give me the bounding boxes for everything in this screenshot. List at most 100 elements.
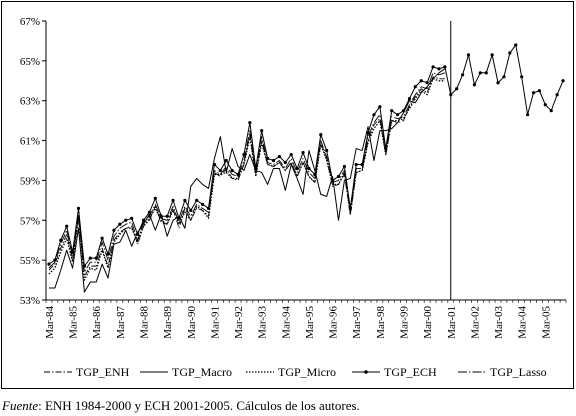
y-tick-label: 63% xyxy=(20,96,40,108)
y-tick-label: 61% xyxy=(20,136,40,148)
data-point-tgp-ech xyxy=(472,83,477,87)
x-tick-label: Mar-92 xyxy=(233,306,245,339)
data-point-tgp-ech xyxy=(271,158,276,163)
data-point-tgp-ech xyxy=(531,91,536,95)
data-point-tgp-ech xyxy=(325,148,329,153)
x-tick-label: Mar-89 xyxy=(162,306,174,339)
data-point-tgp-ech xyxy=(496,81,500,85)
data-point-tgp-ech xyxy=(431,65,435,69)
data-point-tgp-ech xyxy=(230,168,234,173)
data-point-tgp-ech xyxy=(277,154,282,159)
data-point-tgp-ech xyxy=(342,164,347,169)
x-tick-label: Mar-05 xyxy=(540,306,552,339)
data-point-tgp-ech xyxy=(159,214,163,218)
data-point-tgp-ech xyxy=(88,256,92,260)
data-point-tgp-ech xyxy=(112,228,116,232)
data-point-tgp-ech xyxy=(118,222,122,226)
data-point-tgp-ech xyxy=(47,262,51,266)
data-point-tgp-ech xyxy=(135,232,140,236)
x-tick-label: Mar-98 xyxy=(375,306,387,339)
source-label: Fuente xyxy=(2,398,39,413)
data-point-tgp-ech xyxy=(330,178,335,183)
x-tick-label: Mar-99 xyxy=(399,306,411,339)
data-point-tgp-ech xyxy=(378,105,382,109)
data-point-tgp-ech xyxy=(460,73,465,77)
data-point-tgp-ech xyxy=(543,103,547,107)
series-line-tgp-macro xyxy=(48,68,446,293)
data-point-tgp-ech xyxy=(183,198,187,202)
x-tick-label: Mar-96 xyxy=(328,306,340,339)
data-point-tgp-ech xyxy=(124,218,128,222)
data-point-tgp-ech xyxy=(502,75,506,79)
data-point-tgp-ech xyxy=(248,121,252,125)
data-point-tgp-ech xyxy=(200,202,205,206)
data-point-tgp-ech xyxy=(212,162,217,167)
data-point-tgp-ech xyxy=(153,196,157,200)
data-point-tgp-ech xyxy=(106,252,110,256)
data-point-tgp-ech xyxy=(218,168,222,173)
data-point-tgp-ech xyxy=(354,162,358,167)
x-tick-label: Mar-93 xyxy=(257,306,269,339)
legend-label-tgp-enh: TGP_ENH xyxy=(76,365,130,379)
data-point-tgp-ech xyxy=(319,132,323,137)
data-point-tgp-ech xyxy=(537,89,542,93)
y-tick-label: 53% xyxy=(20,295,40,307)
x-tick-label: Mar-97 xyxy=(351,306,363,339)
data-point-tgp-ech xyxy=(561,79,565,83)
legend-label-tgp-lasso: TGP_Lasso xyxy=(490,365,547,379)
data-point-tgp-ech xyxy=(366,131,370,135)
data-point-tgp-ech xyxy=(289,152,293,157)
data-point-tgp-ech xyxy=(407,97,412,101)
data-point-tgp-ech xyxy=(549,109,553,113)
x-tick-label: Mar-94 xyxy=(280,306,292,339)
x-tick-label: Mar-01 xyxy=(446,306,458,339)
data-point-tgp-ech xyxy=(165,214,169,218)
data-point-tgp-ech xyxy=(555,93,559,97)
data-point-tgp-ech xyxy=(307,166,311,171)
legend-label-tgp-macro: TGP_Macro xyxy=(172,365,232,379)
legend-marker-tgp-ech xyxy=(364,370,368,374)
data-point-tgp-ech xyxy=(100,236,104,240)
data-point-tgp-ech xyxy=(514,43,518,47)
chart-frame xyxy=(1,1,574,389)
x-tick-label: Mar-86 xyxy=(91,306,103,339)
data-point-tgp-ech xyxy=(508,51,512,55)
data-point-tgp-ech xyxy=(525,113,530,117)
data-point-tgp-ech xyxy=(141,218,146,222)
data-point-tgp-ech xyxy=(295,166,299,171)
x-tick-label: Mar-95 xyxy=(304,306,316,339)
data-point-tgp-ech xyxy=(301,150,305,155)
data-point-tgp-ech xyxy=(372,113,376,117)
x-tick-label: Mar-88 xyxy=(139,306,151,339)
data-point-tgp-ech xyxy=(395,113,400,117)
data-point-tgp-ech xyxy=(466,53,471,57)
x-tick-label: Mar-87 xyxy=(115,306,127,339)
data-point-tgp-ech xyxy=(478,71,482,75)
series-line-tgp-ech xyxy=(48,44,564,267)
y-tick-label: 65% xyxy=(20,56,40,68)
data-point-tgp-ech xyxy=(425,81,429,85)
data-point-tgp-ech xyxy=(520,75,524,79)
data-point-tgp-ech xyxy=(484,71,488,75)
data-point-tgp-ech xyxy=(413,85,417,89)
legend-label-tgp-ech: TGP_ECH xyxy=(384,365,437,379)
x-tick-label: Mar-91 xyxy=(209,306,221,339)
data-point-tgp-ech xyxy=(130,216,134,220)
data-point-tgp-ech xyxy=(336,174,341,179)
x-tick-label: Mar-03 xyxy=(493,306,505,339)
x-tick-label: Mar-90 xyxy=(186,306,198,339)
line-chart: 53% 55% 57% 59% 61% 63% 65% 67% Mar-84 Mar-85 Mar-… xyxy=(20,16,567,379)
data-point-tgp-ech xyxy=(283,160,287,165)
series-line-tgp-micro xyxy=(48,78,445,281)
data-point-tgp-ech xyxy=(390,109,394,113)
data-point-tgp-ech xyxy=(443,65,447,69)
data-point-tgp-ech xyxy=(490,53,494,57)
data-point-tgp-ech xyxy=(224,158,228,163)
y-tick-label: 57% xyxy=(20,215,40,227)
x-tick-label: Mar-04 xyxy=(517,306,529,339)
data-point-tgp-ech xyxy=(401,109,406,113)
data-point-tgp-ech xyxy=(76,206,81,210)
y-tick-label: 59% xyxy=(20,175,40,187)
x-tick-label: Mar-84 xyxy=(44,306,56,339)
x-tick-label: Mar-00 xyxy=(422,306,434,339)
